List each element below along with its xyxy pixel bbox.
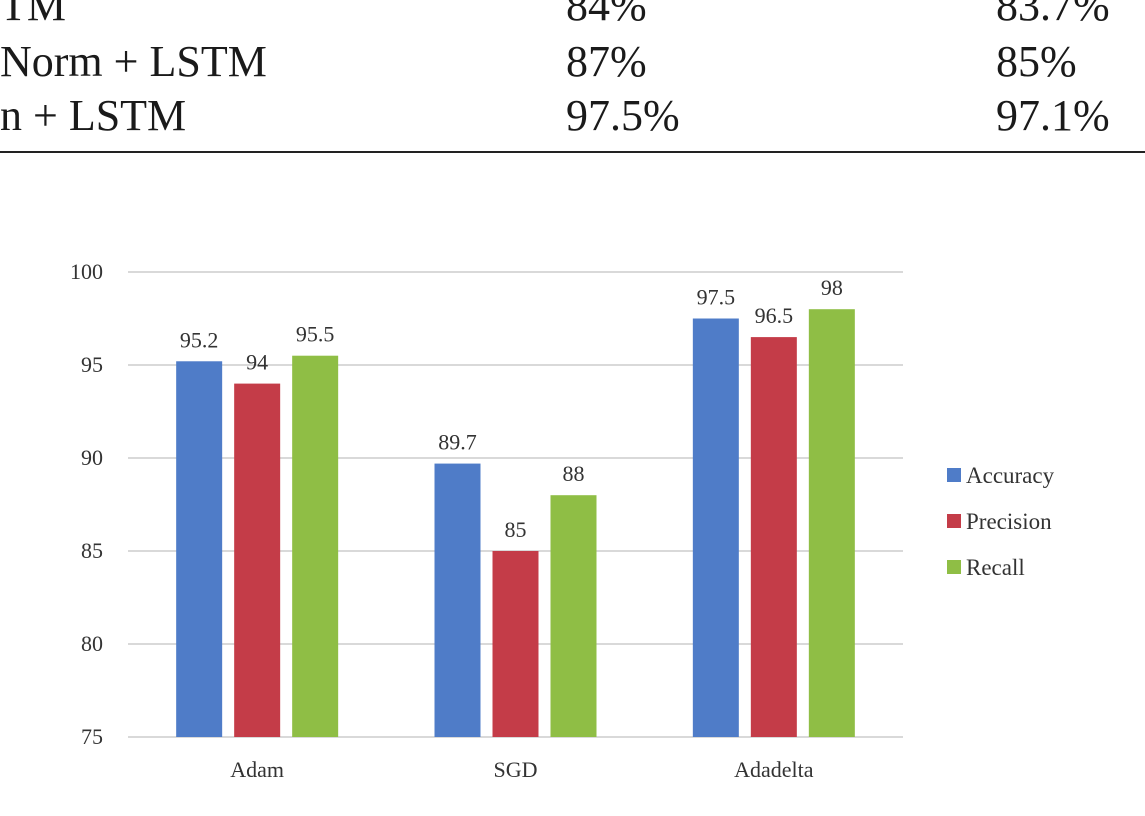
- y-axis-ticks: 75 80 85 90 95 100: [70, 259, 103, 749]
- bar: [808, 309, 855, 737]
- x-tick-label: SGD: [493, 757, 537, 782]
- data-label: 88: [563, 461, 585, 486]
- table-row: Norm + LSTM 87% 85%: [0, 36, 1145, 88]
- x-tick-label: Adam: [230, 757, 284, 782]
- legend-swatch: [947, 560, 961, 574]
- data-label: 98: [821, 275, 843, 300]
- results-table-fragment: TM 84% 83.7% Norm + LSTM 87% 85% n + LST…: [0, 0, 1145, 154]
- table-cell-accuracy: 84%: [566, 0, 647, 30]
- y-tick-label: 95: [81, 352, 103, 377]
- data-label: 96.5: [755, 303, 794, 328]
- legend: Accuracy Precision Recall: [947, 463, 1055, 580]
- legend-swatch: [947, 514, 961, 528]
- y-tick-label: 75: [81, 724, 103, 749]
- table-row: n + LSTM 97.5% 97.1%: [0, 90, 1145, 142]
- data-labels: 95.2 94 95.5 89.7 85 88 97.5 96.5 98: [180, 275, 843, 542]
- bar: [750, 337, 797, 737]
- y-tick-label: 85: [81, 538, 103, 563]
- bar: [550, 495, 597, 737]
- table-bottom-rule: [0, 151, 1145, 153]
- legend-label: Accuracy: [966, 463, 1055, 488]
- table-cell-accuracy: 87%: [566, 37, 647, 86]
- bars: [176, 309, 855, 737]
- data-label: 95.5: [296, 322, 335, 347]
- legend-label: Recall: [966, 555, 1025, 580]
- data-label: 89.7: [438, 430, 477, 455]
- table-cell-accuracy: 97.5%: [566, 91, 680, 140]
- data-label: 97.5: [697, 285, 736, 310]
- bar: [234, 383, 281, 737]
- legend-label: Precision: [966, 509, 1052, 534]
- bar: [692, 318, 739, 737]
- x-axis-ticks: Adam SGD Adadelta: [230, 757, 813, 782]
- table-cell-metric: 97.1%: [996, 91, 1110, 140]
- table-cell-metric: 83.7%: [996, 0, 1110, 30]
- legend-swatch: [947, 468, 961, 482]
- y-tick-label: 90: [81, 445, 103, 470]
- x-tick-label: Adadelta: [734, 757, 814, 782]
- bar-chart: 75 80 85 90 95 100 95.2 94 95.5 89.7 85 88 97.5 96.5…: [70, 259, 1055, 782]
- table-row: TM 84% 83.7%: [0, 0, 1145, 32]
- y-tick-label: 80: [81, 631, 103, 656]
- table-cell-metric: 85%: [996, 37, 1077, 86]
- data-label: 94: [246, 350, 268, 375]
- table-cell-model: n + LSTM: [0, 91, 187, 140]
- bar: [434, 463, 481, 737]
- data-label: 85: [505, 517, 527, 542]
- bar: [292, 355, 339, 737]
- bar: [492, 551, 539, 737]
- y-tick-label: 100: [70, 259, 103, 284]
- bar: [176, 361, 223, 737]
- data-label: 95.2: [180, 327, 219, 352]
- table-cell-model: TM: [0, 0, 66, 30]
- table-cell-model: Norm + LSTM: [0, 37, 267, 86]
